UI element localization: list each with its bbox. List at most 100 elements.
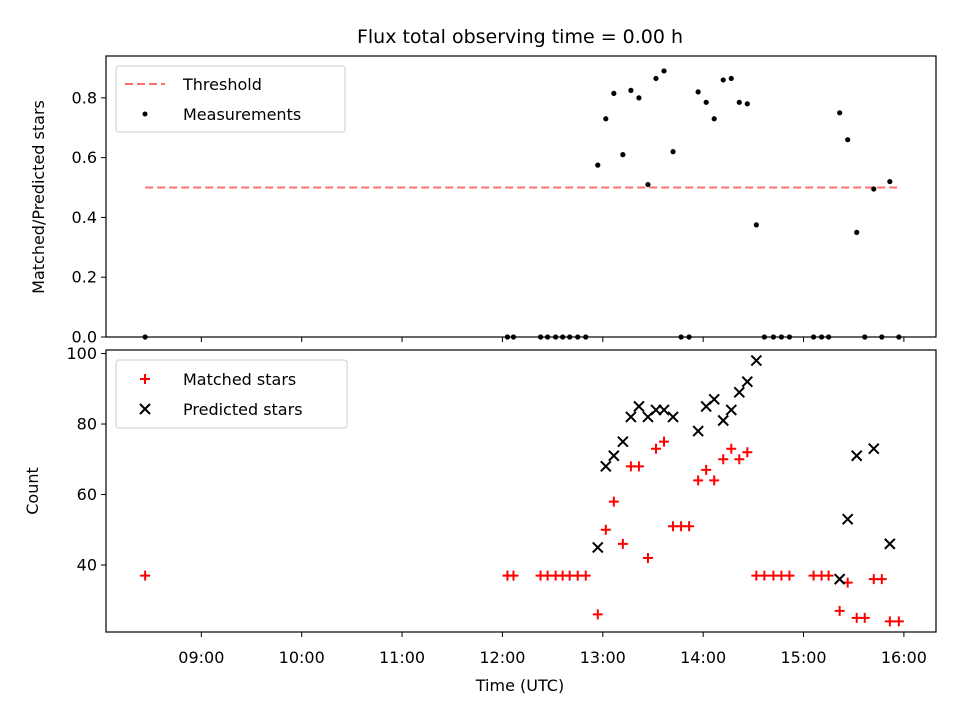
measurement-point (670, 149, 676, 155)
matched-star-point (709, 475, 720, 486)
measurement-point (837, 110, 843, 116)
measurement-point (628, 87, 634, 93)
measurement-point (620, 152, 626, 158)
measurement-point (653, 75, 659, 82)
bottom-y-tick-label: 100 (66, 344, 97, 363)
matched-star-point (617, 538, 628, 549)
top-y-tick-label: 0.0 (72, 328, 97, 347)
predicted-legend-label: Predicted stars (183, 400, 303, 419)
matched-star-point (823, 570, 834, 581)
bottom-x-tick-label: 12:00 (479, 648, 525, 667)
measurement-point (871, 186, 877, 192)
matched-star-point (859, 612, 870, 623)
matched-star-point (650, 443, 661, 454)
matched-star-point (659, 436, 670, 447)
measurement-point (845, 137, 851, 143)
bottom-x-tick-label: 16:00 (881, 648, 927, 667)
predicted-star-point (617, 435, 629, 448)
top-axes: 0.00.20.40.60.8 Matched/Predicted stars … (29, 55, 937, 347)
measurement-point (603, 116, 609, 122)
predicted-star-point (658, 404, 670, 416)
measurement-point (736, 99, 742, 105)
matched-star-point (642, 552, 653, 563)
predicted-star-point (600, 460, 612, 473)
matched-star-point (742, 447, 753, 458)
measurement-point (645, 181, 651, 188)
measurement-point (720, 77, 726, 83)
matched-star-point (834, 605, 845, 616)
bottom-x-tick-label: 15:00 (780, 648, 826, 667)
measurement-point (854, 229, 860, 235)
top-x-ticks (200, 337, 905, 342)
predicted-star-point (608, 450, 620, 462)
matched-legend-swatch (140, 374, 150, 384)
top-y-tick-label: 0.8 (72, 88, 97, 107)
matched-star-point (884, 616, 895, 627)
predicted-star-point (833, 573, 846, 585)
predicted-star-point (733, 386, 745, 399)
predicted-star-point (717, 414, 729, 427)
predicted-legend-swatch (139, 403, 151, 415)
measurements-legend-swatch (142, 111, 148, 117)
bottom-y-tick-label: 40 (77, 556, 97, 575)
matched-star-point (726, 443, 737, 454)
matched-star-point (701, 464, 712, 475)
measurement-point (636, 95, 642, 101)
bottom-x-tick-label: 10:00 (279, 648, 325, 667)
bottom-legend: Matched stars Predicted stars (115, 359, 348, 429)
bottom-legend-box (115, 359, 348, 429)
chart-title: Flux total observing time = 0.00 h (357, 26, 683, 48)
measurement-point (611, 90, 617, 96)
predicted-star-point (625, 411, 637, 423)
top-legend-box (115, 65, 346, 133)
matched-star-point (592, 609, 603, 620)
bottom-plot-area (140, 354, 904, 627)
predicted-star-point (708, 393, 720, 406)
threshold-legend-label: Threshold (182, 75, 262, 94)
predicted-star-point (750, 354, 763, 367)
top-y-axis-label: Matched/Predicted stars (29, 100, 48, 294)
measurement-point (711, 116, 717, 122)
matched-star-point (580, 570, 591, 581)
predicted-star-point (667, 411, 679, 423)
matched-legend-label: Matched stars (183, 370, 296, 389)
matched-star-point (140, 570, 151, 581)
bottom-axes: 40 60 80 100 09:00 10:00 11:00 12:00 13:00 14:00… (23, 344, 937, 695)
measurements-legend-label: Measurements (183, 105, 301, 124)
bottom-axes-frame (105, 349, 937, 633)
predicted-star-point (851, 450, 863, 462)
bottom-y-axis-label: Count (23, 467, 42, 515)
matched-star-point (633, 461, 644, 472)
predicted-star-point (868, 442, 880, 455)
matched-star-point (784, 570, 795, 581)
measurement-point (753, 222, 759, 228)
x-axis-label: Time (UTC) (475, 676, 564, 695)
predicted-star-point (841, 513, 854, 525)
bottom-y-tick-label: 60 (77, 485, 97, 504)
predicted-star-point (692, 425, 704, 437)
top-y-tick-label: 0.4 (72, 208, 97, 227)
predicted-star-point (725, 404, 737, 416)
top-y-tick-label: 0.6 (72, 148, 97, 167)
matched-star-point (893, 616, 904, 627)
predicted-star-point (633, 400, 645, 413)
measurement-point (887, 178, 893, 185)
bottom-y-tick-label: 80 (77, 415, 97, 434)
matched-star-point (759, 570, 770, 581)
matched-star-point (508, 570, 519, 581)
predicted-star-point (741, 376, 754, 388)
bottom-y-ticks: 40 60 80 100 (66, 344, 106, 575)
matched-star-point (600, 524, 611, 535)
bottom-x-tick-label: 13:00 (580, 648, 626, 667)
bottom-x-tick-label: 14:00 (680, 648, 726, 667)
bottom-x-tick-label: 11:00 (379, 648, 425, 667)
measurement-point (595, 162, 601, 168)
measurement-point (703, 99, 709, 105)
top-legend: Threshold Measurements (115, 65, 346, 133)
top-y-tick-label: 0.2 (72, 268, 97, 287)
measurement-point (695, 89, 701, 95)
matched-star-point (684, 521, 695, 532)
top-axes-frame (105, 55, 937, 338)
bottom-x-ticks: 09:00 10:00 11:00 12:00 13:00 14:00 15:00 16:00 (178, 632, 927, 667)
